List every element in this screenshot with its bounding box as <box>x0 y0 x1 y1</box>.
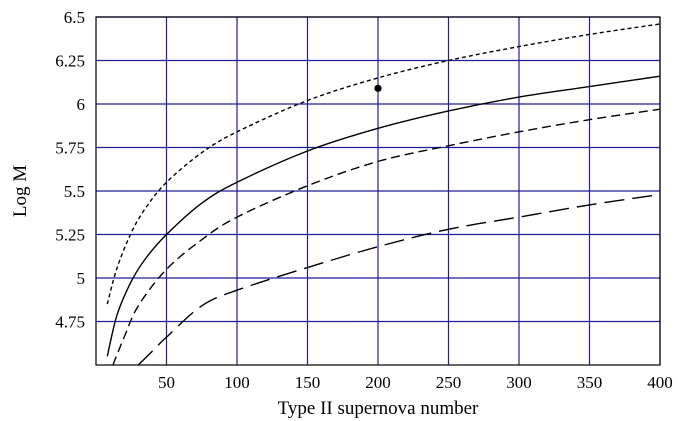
x-tick-label: 350 <box>577 373 603 392</box>
grid <box>96 16 661 365</box>
y-tick-label: 5.25 <box>55 226 85 245</box>
x-tick-label: 50 <box>158 373 175 392</box>
x-tick-label: 400 <box>647 373 673 392</box>
x-tick-label: 300 <box>506 373 532 392</box>
series-line-short-dash <box>106 23 661 305</box>
y-tick-label: 6.25 <box>55 52 85 71</box>
x-tick-labels: 50 100 150 200 250 300 350 400 <box>158 373 673 392</box>
x-tick-label: 100 <box>224 373 250 392</box>
y-tick-labels: 4.75 5 5.25 5.5 5.75 6 6.25 6.5 <box>55 8 85 332</box>
y-tick-label: 6.5 <box>64 8 85 27</box>
series-line-medium-dash <box>112 108 661 366</box>
series-group <box>106 23 661 366</box>
points-group <box>374 84 382 92</box>
y-tick-label: 5.75 <box>55 139 85 158</box>
y-tick-label: 4.75 <box>55 313 85 332</box>
y-axis-title: Log M <box>10 165 31 217</box>
x-tick-label: 200 <box>365 373 391 392</box>
x-tick-label: 150 <box>295 373 321 392</box>
y-tick-label: 5.5 <box>64 182 85 201</box>
y-tick-label: 6 <box>77 95 86 114</box>
data-point <box>374 84 382 92</box>
y-tick-label: 5 <box>77 269 86 288</box>
plot-frame <box>95 16 661 366</box>
series-line-solid <box>106 75 661 357</box>
x-tick-label: 250 <box>436 373 462 392</box>
series-line-long-dash <box>137 193 661 366</box>
x-axis-title: Type II supernova number <box>278 398 479 419</box>
